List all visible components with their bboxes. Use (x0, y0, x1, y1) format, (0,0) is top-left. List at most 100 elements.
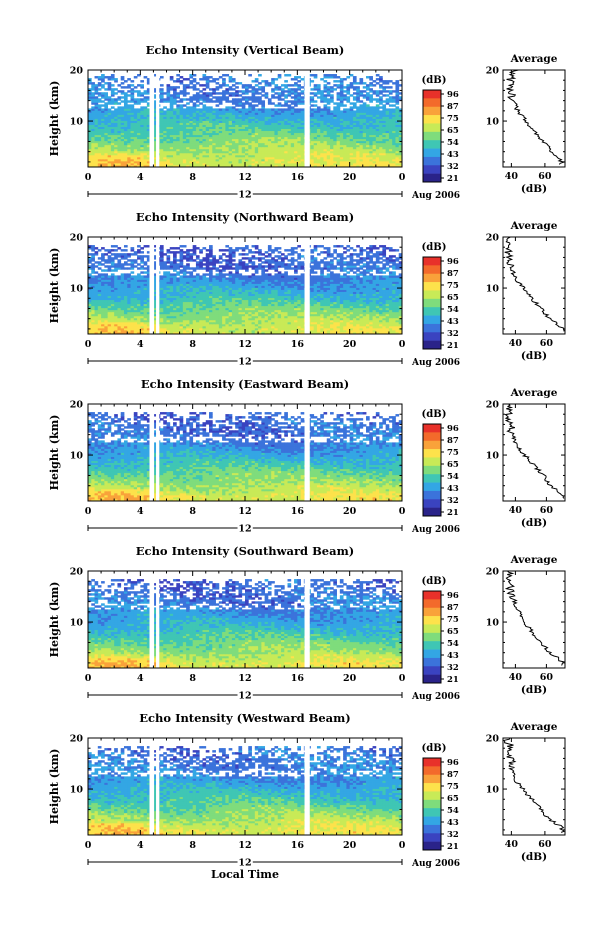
x-tick-label: 16 (291, 172, 305, 183)
heatmap (88, 571, 402, 668)
x-tick-label: 16 (291, 506, 305, 517)
x-tick-label: 0 (85, 339, 92, 350)
colorbar-tick-label: 32 (447, 663, 459, 673)
data-gap (149, 70, 155, 167)
y-axis-label: Height (km) (48, 582, 61, 658)
colorbar-swatch (423, 799, 441, 809)
colorbar-swatch (423, 323, 441, 333)
y-tick-label: 20 (70, 66, 84, 77)
colorbar-swatch (423, 599, 441, 609)
colorbar-swatch (423, 499, 441, 508)
x-tick-label: 0 (399, 673, 406, 684)
colorbar-tick-label: 75 (447, 448, 459, 458)
colorbar-swatch (423, 315, 441, 325)
profile-frame (502, 403, 566, 502)
y-tick-label: 20 (70, 734, 84, 745)
colorbar-unit: (dB) (422, 409, 447, 420)
y-axis-label: Height (km) (48, 749, 61, 825)
y-tick-label: 10 (70, 117, 84, 128)
colorbar-swatch (423, 424, 441, 433)
x-tick-label: 12 (238, 172, 251, 183)
data-gap (304, 404, 310, 501)
colorbar-tick-label: 87 (447, 269, 459, 279)
colorbar-swatch (423, 265, 441, 275)
colorbar-swatch (423, 774, 441, 784)
colorbar-unit: (dB) (422, 242, 447, 253)
colorbar-swatch (423, 457, 441, 467)
profile-y-tick-label: 10 (486, 284, 500, 295)
profile-title: Average (510, 220, 558, 232)
colorbar-swatch (423, 449, 441, 458)
colorbar-frame (422, 89, 442, 183)
colorbar-tick-label: 54 (447, 806, 459, 816)
colorbar-frame (422, 757, 442, 851)
x-tick-label: 12 (238, 506, 251, 517)
x-tick-label: 12 (238, 840, 251, 851)
colorbar (423, 257, 441, 350)
x-tick-label: 16 (291, 840, 305, 851)
profile-x-tick-label: 40 (509, 505, 523, 516)
profile-plot: Average 40 60 20 10 (dB) (486, 53, 566, 195)
colorbar-swatch (423, 98, 441, 108)
data-gap (156, 404, 160, 501)
colorbar-tick-label: 32 (447, 162, 459, 172)
profile-x-label: (dB) (521, 684, 547, 696)
colorbar-swatch (423, 298, 441, 308)
colorbar-swatch (423, 808, 441, 817)
profile-y-tick-label: 20 (486, 233, 500, 244)
profile-y-tick-label: 20 (486, 400, 500, 411)
x-tick-label: 16 (291, 339, 305, 350)
colorbar-swatch (423, 165, 441, 174)
colorbar-swatch (423, 657, 441, 667)
profile-line (504, 236, 565, 332)
colorbar-swatch (423, 273, 441, 283)
colorbar-swatch (423, 173, 441, 183)
colorbar-swatch (423, 632, 441, 642)
colorbar-swatch (423, 607, 441, 617)
panel-0: Echo Intensity (Vertical Beam) 0 4 8 12 16 20 0… (48, 43, 566, 203)
colorbar-swatch (423, 115, 441, 124)
day-label: 12 (238, 858, 251, 869)
colorbar-tick-label: 96 (447, 257, 459, 267)
profile-title: Average (510, 387, 558, 399)
panel-3: Echo Intensity (Southward Beam) 0 4 8 12 16 20… (48, 544, 566, 704)
x-tick-label: 4 (137, 840, 144, 851)
colorbar-swatch (423, 156, 441, 166)
profile-line (506, 69, 566, 165)
day-label: 12 (238, 190, 251, 201)
x-tick-label: 8 (189, 840, 196, 851)
colorbar-swatch (423, 490, 441, 500)
heatmap (88, 738, 402, 835)
colorbar-frame (422, 256, 442, 350)
profile-frame (502, 69, 566, 168)
panel-title: Echo Intensity (Southward Beam) (136, 544, 354, 558)
colorbar-tick-label: 65 (447, 126, 459, 136)
x-axis-label: Local Time (211, 868, 279, 881)
x-tick-label: 12 (238, 339, 251, 350)
colorbar-swatch (423, 440, 441, 450)
colorbar-tick-label: 54 (447, 639, 459, 649)
data-gap (156, 70, 160, 167)
colorbar-swatch (423, 340, 441, 350)
colorbar-tick-label: 54 (447, 138, 459, 148)
colorbar-swatch (423, 257, 441, 266)
colorbar-tick-label: 87 (447, 603, 459, 613)
colorbar-tick-label: 75 (447, 281, 459, 291)
data-gap (156, 738, 160, 835)
colorbar-swatch (423, 432, 441, 442)
colorbar-swatch (423, 332, 441, 341)
colorbar-tick-label: 96 (447, 758, 459, 768)
x-tick-label: 16 (291, 673, 305, 684)
heatmap (88, 70, 402, 167)
colorbar-tick-label: 65 (447, 293, 459, 303)
profile-x-label: (dB) (521, 350, 547, 362)
data-gap (149, 738, 155, 835)
day-label: 12 (238, 357, 251, 368)
colorbar-tick-label: 43 (447, 317, 459, 327)
colorbar-tick-label: 96 (447, 591, 459, 601)
day-label: 12 (238, 691, 251, 702)
colorbar-tick-label: 87 (447, 102, 459, 112)
profile-y-tick-label: 10 (486, 117, 500, 128)
profile-line (503, 737, 565, 833)
